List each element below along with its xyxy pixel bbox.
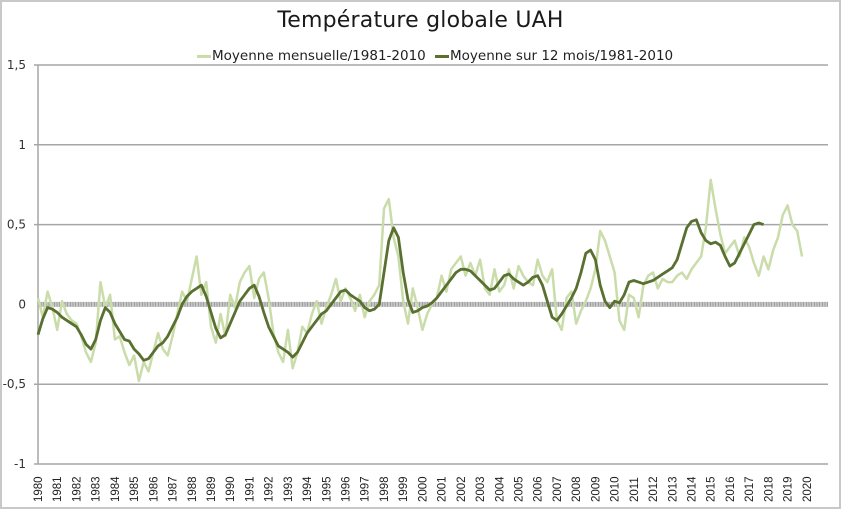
x-tick-label: 1992 xyxy=(264,476,276,502)
x-tick-label: 1999 xyxy=(398,476,410,502)
x-tick-label: 2020 xyxy=(802,476,814,502)
x-tick-label: 2009 xyxy=(590,476,602,502)
x-tick-label: 2000 xyxy=(417,476,429,502)
series-line-smoothed xyxy=(36,218,765,362)
x-tick-label: 1993 xyxy=(283,476,295,502)
x-tick-label: 1991 xyxy=(244,476,256,502)
x-tick-label: 2006 xyxy=(533,476,545,502)
x-tick-label: 2018 xyxy=(763,476,775,502)
x-tick-label: 2010 xyxy=(610,476,622,502)
x-tick-label: 1998 xyxy=(379,476,391,502)
x-tick-label: 2014 xyxy=(686,476,698,502)
series-line-monthly xyxy=(36,178,804,383)
x-tick-label: 2008 xyxy=(571,476,583,502)
x-tick-label: 2002 xyxy=(456,476,468,502)
y-tick-label: -1 xyxy=(14,457,26,471)
y-tick-label: 1,5 xyxy=(7,58,26,72)
x-tick-label: 1985 xyxy=(129,476,141,502)
x-tick-label: 1994 xyxy=(302,476,314,502)
y-tick-label: 1 xyxy=(18,138,26,152)
x-tick-label: 2017 xyxy=(744,476,756,502)
x-tick-label: 2015 xyxy=(706,476,718,502)
x-tick-label: 1980 xyxy=(33,476,45,502)
x-tick-label: 2013 xyxy=(667,476,679,502)
x-tick-label: 2004 xyxy=(494,476,506,502)
x-tick-label: 1984 xyxy=(110,476,122,502)
chart-legend: Moyenne mensuelle/1981-2010 Moyenne sur … xyxy=(0,48,841,68)
y-tick-label: 0,5 xyxy=(7,218,26,232)
x-tick-label: 1983 xyxy=(91,476,103,502)
x-tick-label: 1981 xyxy=(52,476,64,502)
x-tick-label: 2011 xyxy=(629,477,641,502)
legend-item-monthly: Moyenne mensuelle/1981-2010 xyxy=(197,48,426,64)
x-tick-label: 1990 xyxy=(225,476,237,502)
legend-item-smoothed: Moyenne sur 12 mois/1981-2010 xyxy=(435,48,673,64)
x-tick-label: 2003 xyxy=(475,476,487,502)
legend-label-smoothed: Moyenne sur 12 mois/1981-2010 xyxy=(450,48,674,64)
chart-title: Température globale UAH xyxy=(277,8,564,33)
y-tick-label: -0,5 xyxy=(3,377,26,391)
x-tick-label: 2016 xyxy=(725,476,737,502)
x-tick-label: 2019 xyxy=(783,476,795,502)
x-tick-label: 1982 xyxy=(71,476,83,502)
x-tick-label: 1989 xyxy=(206,476,218,502)
x-tick-label: 1996 xyxy=(341,476,353,502)
y-tick-label: 0 xyxy=(18,297,26,311)
x-tick-label: 1988 xyxy=(187,476,199,502)
x-tick-label: 1997 xyxy=(360,476,372,502)
x-tick-label: 2005 xyxy=(514,476,526,502)
x-tick-label: 1986 xyxy=(148,476,160,502)
x-tick-label: 1995 xyxy=(321,476,333,502)
legend-swatch-monthly xyxy=(197,54,211,58)
legend-swatch-smoothed xyxy=(435,54,449,58)
x-tick-label: 1987 xyxy=(168,476,180,502)
x-tick-label: 2007 xyxy=(552,476,564,502)
x-tick-label: 2012 xyxy=(648,476,660,502)
x-tick-label: 2001 xyxy=(437,476,449,502)
legend-label-monthly: Moyenne mensuelle/1981-2010 xyxy=(212,48,426,64)
